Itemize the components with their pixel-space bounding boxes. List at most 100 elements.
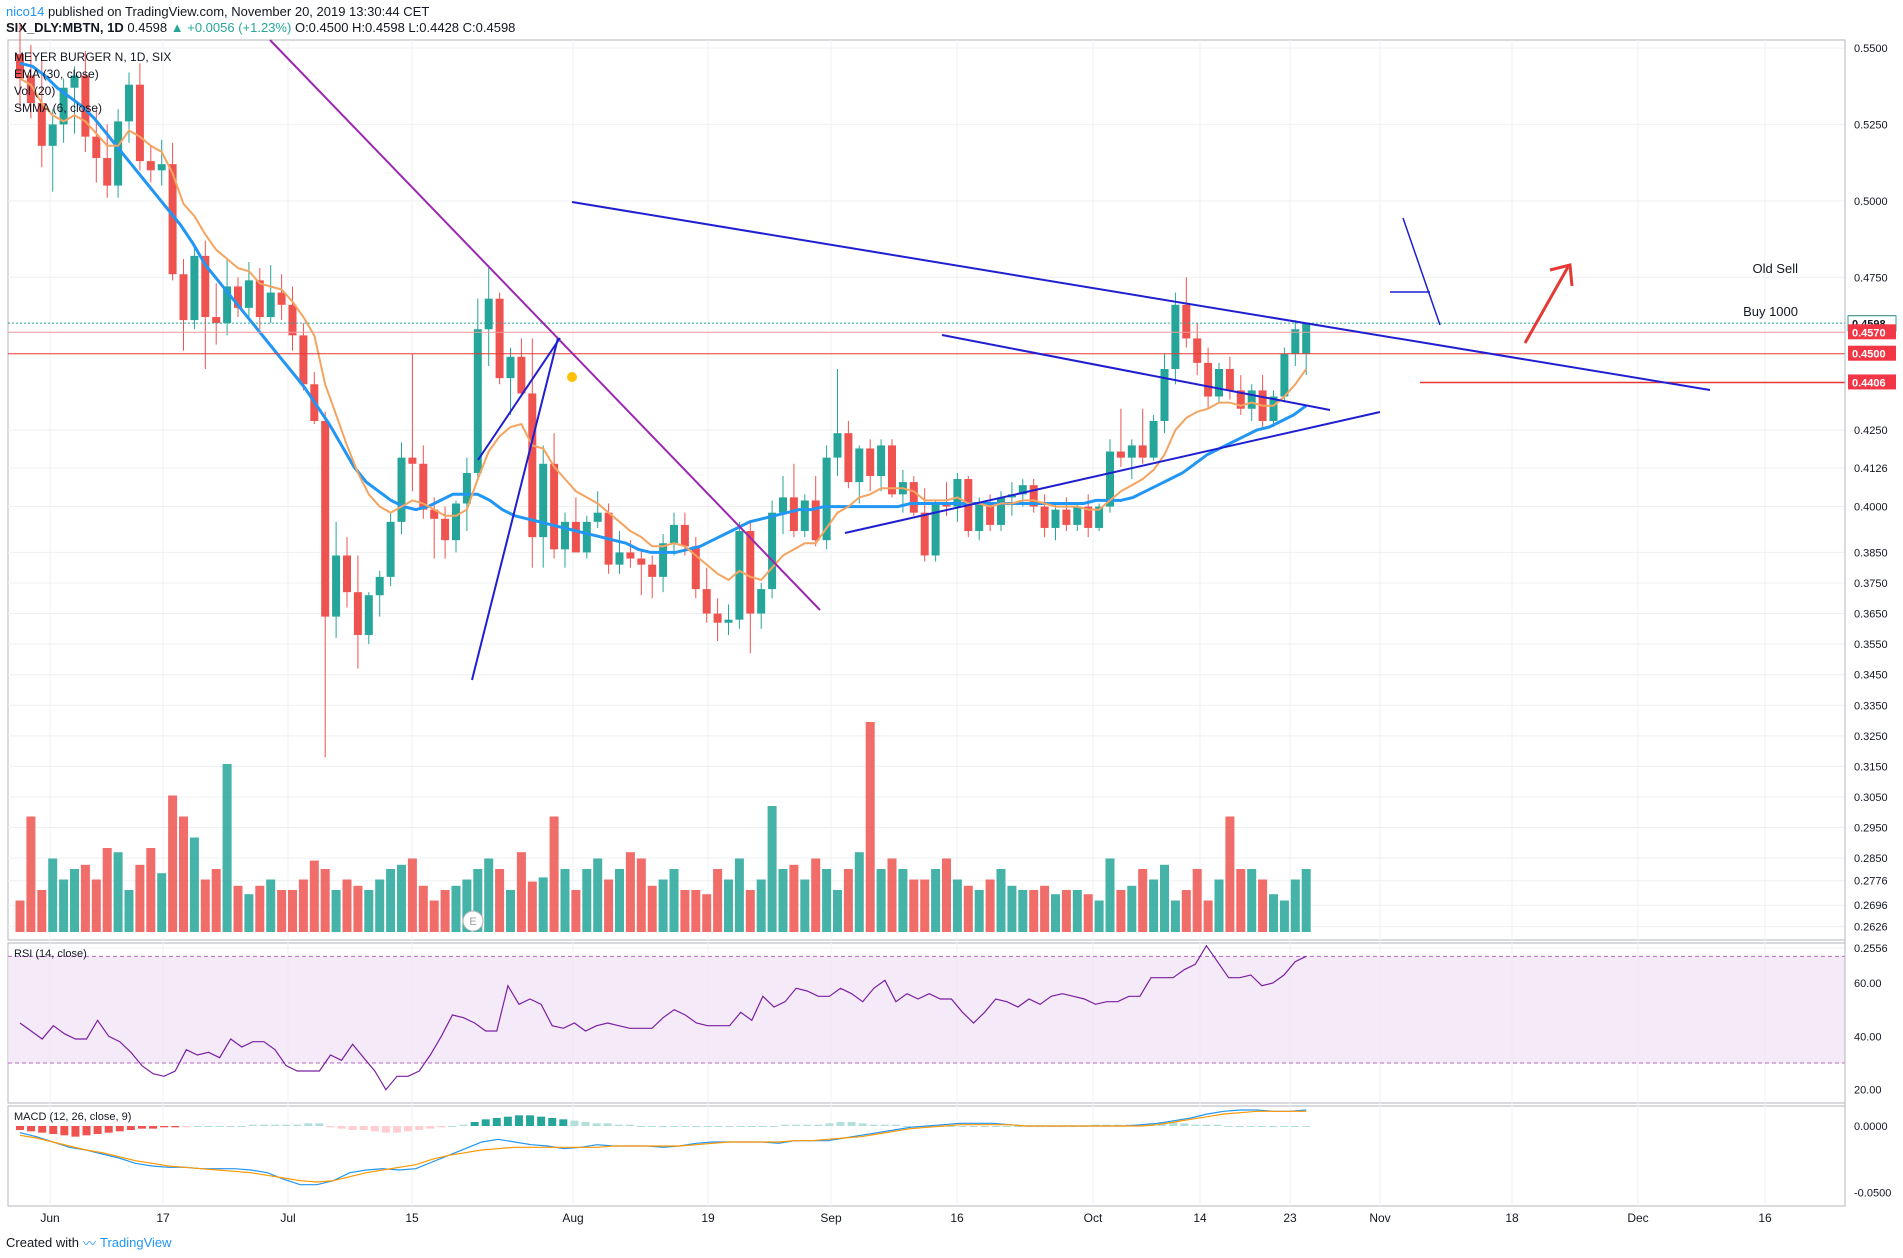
price-tick-label: 0.3350 — [1854, 700, 1888, 712]
volume-bar — [1072, 890, 1082, 932]
macd-hist-bar — [271, 1124, 280, 1126]
macd-hist-bar — [27, 1126, 36, 1132]
macd-hist-bar — [1257, 1126, 1266, 1127]
candle-body — [702, 589, 711, 614]
volume-bar — [157, 873, 167, 932]
rsi-pane — [8, 944, 1845, 1091]
macd-hist-bar — [237, 1126, 246, 1127]
volume-bar — [833, 890, 842, 932]
published-text: published on TradingView.com, November 2… — [47, 4, 430, 19]
candle-body — [1051, 509, 1060, 528]
earnings-marker[interactable]: E — [462, 910, 484, 932]
rsi-band — [8, 956, 1845, 1063]
volume-bar — [255, 885, 265, 932]
time-tick-label: Jul — [280, 1211, 295, 1225]
macd-hist-bar — [282, 1124, 291, 1126]
candle-body — [1040, 506, 1049, 528]
volume-bar — [15, 900, 25, 932]
volume-bar — [996, 869, 1006, 932]
macd-hist-bar — [592, 1123, 601, 1126]
candle-body — [1225, 368, 1234, 391]
candle-body — [103, 158, 112, 186]
candle-body — [277, 292, 286, 305]
macd-hist-bar — [93, 1126, 102, 1134]
macd-hist-bar — [947, 1126, 956, 1127]
volume-bar — [222, 764, 232, 932]
volume-bar — [1127, 885, 1137, 932]
macd-hist-bar — [659, 1126, 668, 1127]
volume-bar — [200, 879, 210, 932]
volume-bar — [266, 879, 276, 932]
volume-bar — [876, 869, 886, 932]
volume-bar — [811, 858, 821, 932]
candle-body — [1095, 506, 1104, 528]
macd-hist-bar — [803, 1124, 812, 1126]
macd-pane — [16, 1109, 1311, 1186]
volume-bar — [179, 816, 188, 932]
publisher-name[interactable]: nico14 — [6, 4, 45, 19]
volume-bar — [277, 890, 287, 932]
macd-hist-bar — [537, 1116, 546, 1126]
candle-body — [768, 512, 777, 590]
volume-bar — [604, 879, 614, 932]
volume-bar — [91, 879, 101, 932]
volume-bar — [789, 864, 799, 932]
price-tick-label: 0.2850 — [1854, 853, 1888, 865]
candle-body — [255, 280, 264, 318]
rsi-tick-label: 40.00 — [1854, 1031, 1882, 1043]
macd-hist-bar — [1169, 1122, 1178, 1126]
candle-body — [473, 329, 482, 473]
volume-bar — [1007, 885, 1017, 932]
volume-bar — [756, 879, 766, 932]
macd-hist-bar — [304, 1123, 313, 1126]
tradingview-link[interactable]: TradingView — [100, 1235, 172, 1250]
candlesticks — [16, 23, 1311, 758]
candle-body — [1160, 368, 1169, 421]
volume-bar — [1105, 858, 1115, 932]
candle-body — [1138, 445, 1147, 458]
candle-body — [430, 509, 439, 519]
price-label-text: 0.4500 — [1852, 349, 1886, 361]
price-tick-label: 0.2950 — [1854, 823, 1888, 835]
macd-hist-bar — [958, 1126, 967, 1127]
candle-body — [626, 552, 635, 559]
volume-bar — [386, 869, 396, 932]
volume-bar — [1279, 900, 1289, 932]
candle-body — [1062, 509, 1071, 525]
volume-bar — [516, 852, 526, 932]
macd-hist-bar — [326, 1126, 335, 1128]
candle-body — [877, 445, 886, 476]
axes: 0.5500 0.5250 0.5000 0.4750 0.4250 0.4126 0.40… — [40, 40, 1897, 1225]
candle-body — [659, 543, 668, 577]
macd-hist-bar — [137, 1126, 146, 1129]
volume-bar — [952, 879, 962, 932]
macd-hist-bar — [636, 1126, 645, 1127]
candle-body — [26, 75, 35, 104]
macd-hist-bar — [470, 1122, 479, 1126]
volume-bar — [168, 795, 178, 932]
candle-body — [190, 255, 199, 321]
volume-bar — [353, 885, 363, 932]
macd-hist-bar — [559, 1119, 568, 1126]
candle-body — [223, 286, 232, 324]
candle-body — [364, 595, 373, 635]
candle-body — [266, 292, 275, 318]
macd-hist-bar — [858, 1123, 867, 1126]
time-tick-label: 16 — [950, 1211, 964, 1225]
volume-bar — [364, 890, 374, 932]
candle-body — [746, 531, 755, 614]
macd-hist-bar — [381, 1126, 390, 1133]
volume-bar — [309, 860, 319, 932]
volume-bar — [538, 877, 548, 932]
candle-body — [244, 280, 253, 308]
macd-hist-bar — [392, 1126, 401, 1133]
candle-body — [299, 335, 308, 385]
macd-hist-bar — [625, 1124, 634, 1126]
candle-body — [888, 445, 896, 495]
volume-bar — [462, 879, 472, 932]
chart-header: nico14 published on TradingView.com, Nov… — [6, 4, 515, 36]
volume-bar — [418, 885, 428, 932]
macd-hist-bar — [71, 1126, 80, 1137]
macd-hist-bar — [49, 1126, 58, 1134]
